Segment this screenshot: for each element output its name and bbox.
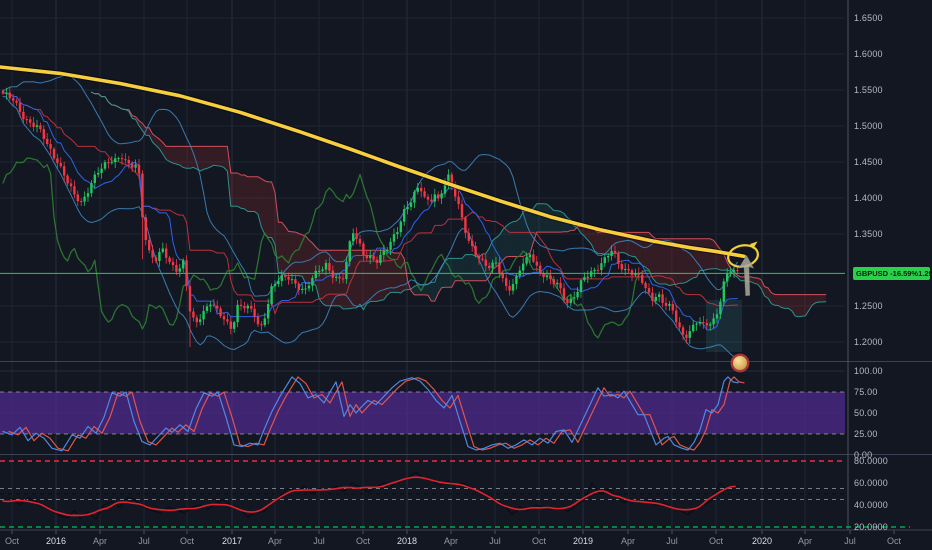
price-tick-label: 1.3500: [854, 229, 883, 239]
time-year-label: 2019: [572, 536, 594, 546]
ellipse-pen-tip: [750, 241, 758, 249]
time-month-label: Jul: [666, 536, 678, 546]
stoch-tick-label: 50.00: [854, 408, 878, 418]
emoji-sticker[interactable]: [730, 353, 750, 373]
time-year-label: 2017: [221, 536, 243, 546]
time-month-label: Oct: [708, 536, 724, 546]
time-month-label: Apr: [267, 536, 283, 546]
drawing-annotations[interactable]: [726, 241, 760, 373]
stochastic-pane-series: [0, 376, 845, 452]
time-month-label: Oct: [886, 536, 902, 546]
time-month-label: Jul: [489, 536, 501, 546]
time-month-label: Jul: [844, 536, 856, 546]
price-tick-label: 1.5000: [854, 121, 883, 131]
time-year-label: 2018: [396, 536, 418, 546]
main-pane-series: [0, 64, 845, 360]
stoch-k-line: [2, 376, 739, 452]
price-tick-label: 1.6000: [854, 49, 883, 59]
rsi-pane-series: [0, 460, 845, 520]
price-tick-label: 1.4500: [854, 157, 883, 167]
last-price-value: 1.2953: [918, 268, 932, 278]
stoch-d-line: [8, 376, 745, 452]
price-tick-label: 1.2000: [854, 337, 883, 347]
time-month-label: Oct: [4, 536, 20, 546]
time-month-label: Jul: [138, 536, 150, 546]
time-month-label: Oct: [531, 536, 547, 546]
candlestick-series: [1, 86, 739, 348]
time-year-label: 2016: [45, 536, 67, 546]
time-month-label: Oct: [355, 536, 371, 546]
rsi-tick-label: 40.0000: [854, 500, 888, 510]
time-month-label: Jul: [313, 536, 325, 546]
price-tick-label: 1.2500: [854, 301, 883, 311]
price-tick-label: 1.6500: [854, 13, 883, 23]
time-year-label: 2020: [751, 536, 773, 546]
time-month-label: Oct: [179, 536, 195, 546]
time-month-label: Apr: [620, 536, 636, 546]
stoch-tick-label: 25.00: [854, 429, 878, 439]
ichimoku-cloud: [91, 92, 826, 317]
stoch-tick-label: 75.00: [854, 387, 878, 397]
yellow-ma-line: [0, 65, 746, 259]
time-month-label: Apr: [92, 536, 108, 546]
senkou-b-line: [90, 91, 827, 302]
last-price-badge: GBPUSD -16.59% 1.2953: [853, 266, 932, 280]
bollinger-upper: [2, 73, 738, 297]
price-tick-label: 1.4000: [854, 193, 883, 203]
rsi-tick-label: 60.0000: [854, 478, 888, 488]
arrow-annotation[interactable]: [737, 254, 755, 297]
rsi-tick-label: 80.0000: [854, 456, 888, 466]
stoch-band: [0, 392, 845, 434]
stoch-tick-label: 100.00: [854, 366, 883, 376]
bollinger-lower: [2, 96, 738, 360]
pane-separators: [0, 0, 932, 531]
recent-highlight-box: [706, 300, 742, 352]
symbol-change-label: GBPUSD -16.59%: [856, 268, 919, 278]
rsi-signal-line: [2, 476, 736, 517]
rsi-tick-label: 20.0000: [854, 522, 888, 532]
senkou-a-line: [90, 91, 827, 318]
time-month-label: Apr: [797, 536, 813, 546]
price-tick-label: 1.5500: [854, 85, 883, 95]
time-month-label: Apr: [443, 536, 459, 546]
stoch-tick-label: 0.00: [854, 450, 873, 460]
